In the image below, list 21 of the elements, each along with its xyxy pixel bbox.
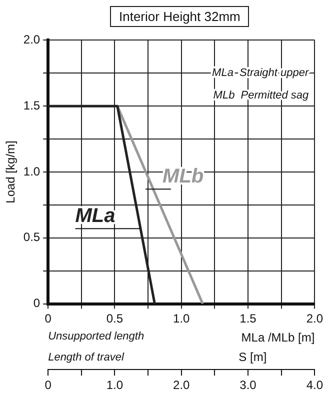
x-axis-title: MLa /MLb [m] [241, 330, 315, 345]
x2-tick-label: 2.0 [173, 378, 190, 392]
x-tick-label: 2.0 [306, 311, 324, 326]
x2-tick-label: 1.0 [106, 378, 124, 392]
x-tick-label: 1.5 [240, 311, 257, 326]
x2-tick-label: 3.0 [240, 378, 257, 392]
y-axis-title: Load [kg/m] [4, 140, 18, 204]
x2-tick-label: 4.0 [306, 378, 324, 392]
y-tick-label: 2.0 [23, 32, 40, 47]
x2-tick-label: 0 [44, 378, 52, 392]
y-tick-label: 0 [33, 296, 40, 310]
x2-axis-title: S [m] [238, 350, 267, 364]
text: Unsupported length [48, 330, 144, 343]
y-tick-label: 1.5 [23, 98, 40, 112]
x-tick-label: 0 [44, 311, 52, 326]
text: Length of travel [48, 352, 124, 364]
x-tick-label: 0.5 [106, 311, 124, 326]
y-tick-label: 0.5 [23, 230, 40, 244]
chart-title: Interior Height 32mm [110, 6, 250, 27]
x-tick-label: 1.0 [173, 311, 190, 326]
y-tick-label: 1.0 [23, 164, 40, 178]
